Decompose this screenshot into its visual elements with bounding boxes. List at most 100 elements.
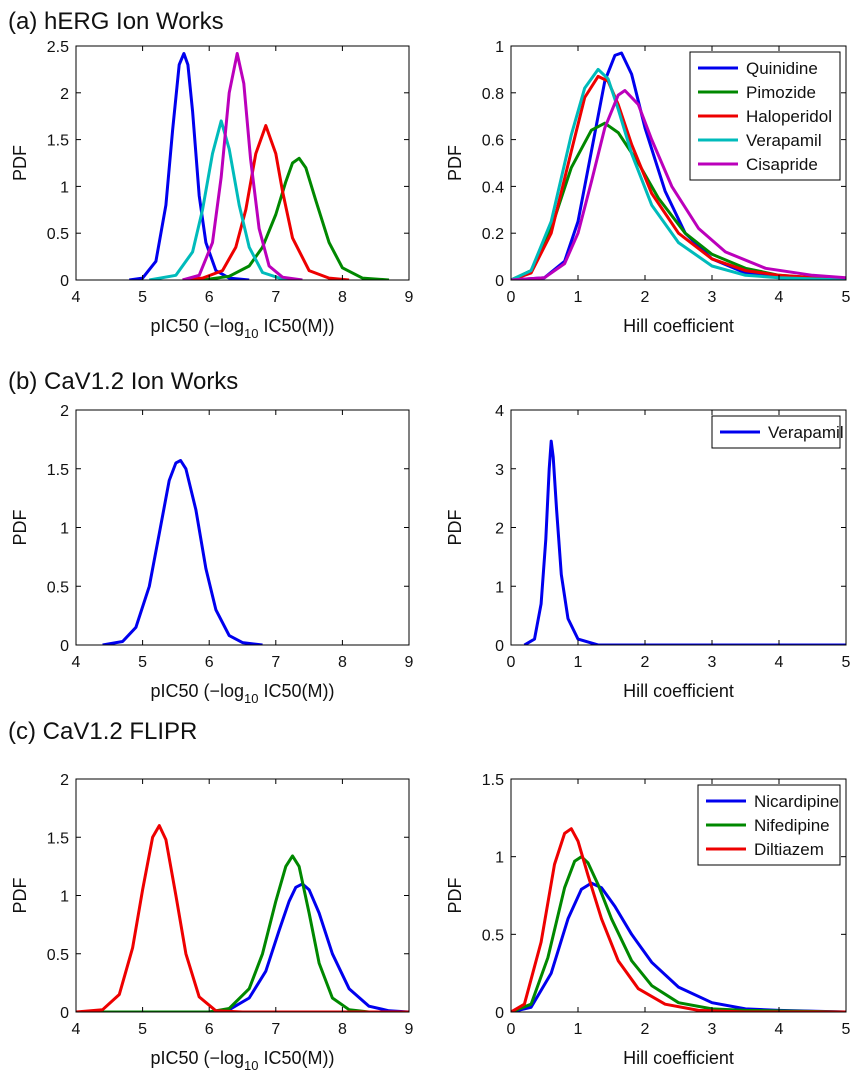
x-tick-label: 9 [405, 1021, 414, 1038]
x-tick-label: 7 [271, 1021, 280, 1038]
legend-label-cisapride: Cisapride [746, 155, 818, 174]
legend: Quinidine Pimozide Haloperidol Verapamil Cis… [689, 51, 841, 181]
series-line-0 [129, 52, 250, 280]
y-tick-label: 3 [495, 462, 504, 479]
x-tick-label: 3 [708, 1021, 717, 1038]
y-tick-label: 0.4 [482, 179, 504, 196]
x-tick-label: 1 [574, 1021, 583, 1038]
y-tick-label: 1 [60, 889, 69, 906]
axes-box [75, 45, 410, 281]
legend: Verapamil [711, 415, 844, 449]
legend-label-pimozide: Pimozide [746, 83, 816, 102]
axes-box [510, 778, 847, 1013]
y-tick-label: 2 [60, 403, 69, 420]
y-axis-label: PDF [10, 145, 30, 181]
x-tick-label: 7 [271, 289, 280, 306]
x-tick-label: 8 [338, 654, 347, 671]
x-tick-label: 6 [205, 289, 214, 306]
y-tick-label: 1.5 [47, 462, 69, 479]
x-tick-label: 0 [507, 654, 516, 671]
y-tick-label: 0 [60, 1005, 69, 1022]
y-tick-label: 2.5 [47, 39, 69, 56]
y-tick-label: 0.2 [482, 226, 504, 243]
y-tick-label: 0 [60, 273, 69, 290]
legend-label-verapamil: Verapamil [746, 131, 822, 150]
y-tick-label: 0.5 [47, 579, 69, 596]
x-axis-label: Hill coefficient [623, 681, 734, 701]
x-axis-label: Hill coefficient [623, 316, 734, 336]
x-tick-label: 5 [842, 289, 851, 306]
x-tick-label: 4 [775, 1021, 784, 1038]
y-tick-label: 1.5 [47, 830, 69, 847]
x-axis-label: pIC50 (−log10 IC50(M)) [150, 1048, 334, 1073]
y-tick-label: 1.5 [482, 772, 504, 789]
y-axis-label: PDF [445, 509, 465, 545]
x-tick-label: 4 [775, 289, 784, 306]
axes-box [75, 778, 410, 1013]
y-tick-label: 0.8 [482, 86, 504, 103]
x-tick-label: 2 [641, 289, 650, 306]
series-line-nicardipine [511, 881, 846, 1012]
x-tick-label: 4 [775, 654, 784, 671]
y-tick-label: 0.6 [482, 133, 504, 150]
series-line-nifedipine [511, 855, 846, 1012]
x-tick-label: 9 [405, 654, 414, 671]
series-line-verapamil [523, 439, 846, 645]
y-axis-label: PDF [10, 509, 30, 545]
y-axis-label: PDF [445, 877, 465, 913]
x-tick-label: 7 [271, 654, 280, 671]
x-tick-label: 8 [338, 289, 347, 306]
y-tick-label: 0 [495, 273, 504, 290]
y-tick-label: 2 [60, 772, 69, 789]
x-tick-label: 5 [138, 654, 147, 671]
series-line-diltiazem [511, 827, 846, 1012]
chart-b-hill: 0 1 2 3 4 5 0 1 2 3 4 PDF Hill coefficient Verapamil [445, 403, 851, 701]
x-tick-label: 2 [641, 654, 650, 671]
y-tick-label: 1 [495, 850, 504, 867]
y-tick-label: 0.5 [47, 226, 69, 243]
legend-label-nicardipine: Nicardipine [754, 792, 839, 811]
x-tick-label: 2 [641, 1021, 650, 1038]
series-line-2 [182, 124, 350, 280]
series-line-0 [76, 882, 409, 1012]
legend-label-diltiazem: Diltiazem [754, 840, 824, 859]
chart-c-hill: 0 1 2 3 4 5 0 0.5 1 1.5 PDF Hill coefficient Nicardi… [445, 772, 851, 1068]
legend-label-quinidine: Quinidine [746, 59, 818, 78]
x-tick-label: 5 [138, 289, 147, 306]
x-axis-label: Hill coefficient [623, 1048, 734, 1068]
axes-box [510, 45, 847, 281]
y-axis-label: PDF [10, 877, 30, 913]
x-tick-label: 5 [842, 654, 851, 671]
y-axis-label: PDF [445, 145, 465, 181]
legend-label-nifedipine: Nifedipine [754, 816, 830, 835]
x-tick-label: 3 [708, 289, 717, 306]
x-tick-label: 4 [72, 654, 81, 671]
y-tick-label: 1 [495, 579, 504, 596]
x-axis-label: pIC50 (−log10 IC50(M)) [150, 681, 334, 706]
x-tick-label: 8 [338, 1021, 347, 1038]
y-tick-label: 1 [495, 39, 504, 56]
x-tick-label: 5 [138, 1021, 147, 1038]
panel-title-c: (c) CaV1.2 FLIPR [8, 718, 198, 745]
y-tick-label: 0.5 [47, 947, 69, 964]
x-axis-label: pIC50 (−log10 IC50(M)) [150, 316, 334, 341]
x-tick-label: 9 [405, 289, 414, 306]
x-tick-label: 0 [507, 1021, 516, 1038]
series-line-4 [182, 52, 303, 280]
axes-box [75, 409, 410, 646]
y-tick-label: 4 [495, 403, 504, 420]
y-tick-label: 1 [60, 521, 69, 538]
series-line-1 [76, 854, 370, 1012]
x-tick-label: 0 [507, 289, 516, 306]
legend-label-haloperidol: Haloperidol [746, 107, 832, 126]
x-tick-label: 1 [574, 289, 583, 306]
legend: Nicardipine Nifedipine Diltiazem [697, 784, 841, 866]
y-tick-label: 1.5 [47, 133, 69, 150]
chart-a-hill: 0 1 2 3 4 5 0 0.2 0.4 0.6 0.8 1 PDF Hill coefficient Q… [445, 39, 851, 336]
series-line-1 [182, 156, 390, 280]
x-tick-label: 5 [842, 1021, 851, 1038]
y-tick-label: 2 [60, 86, 69, 103]
y-tick-label: 2 [495, 521, 504, 538]
legend-label-verapamil: Verapamil [768, 423, 844, 442]
